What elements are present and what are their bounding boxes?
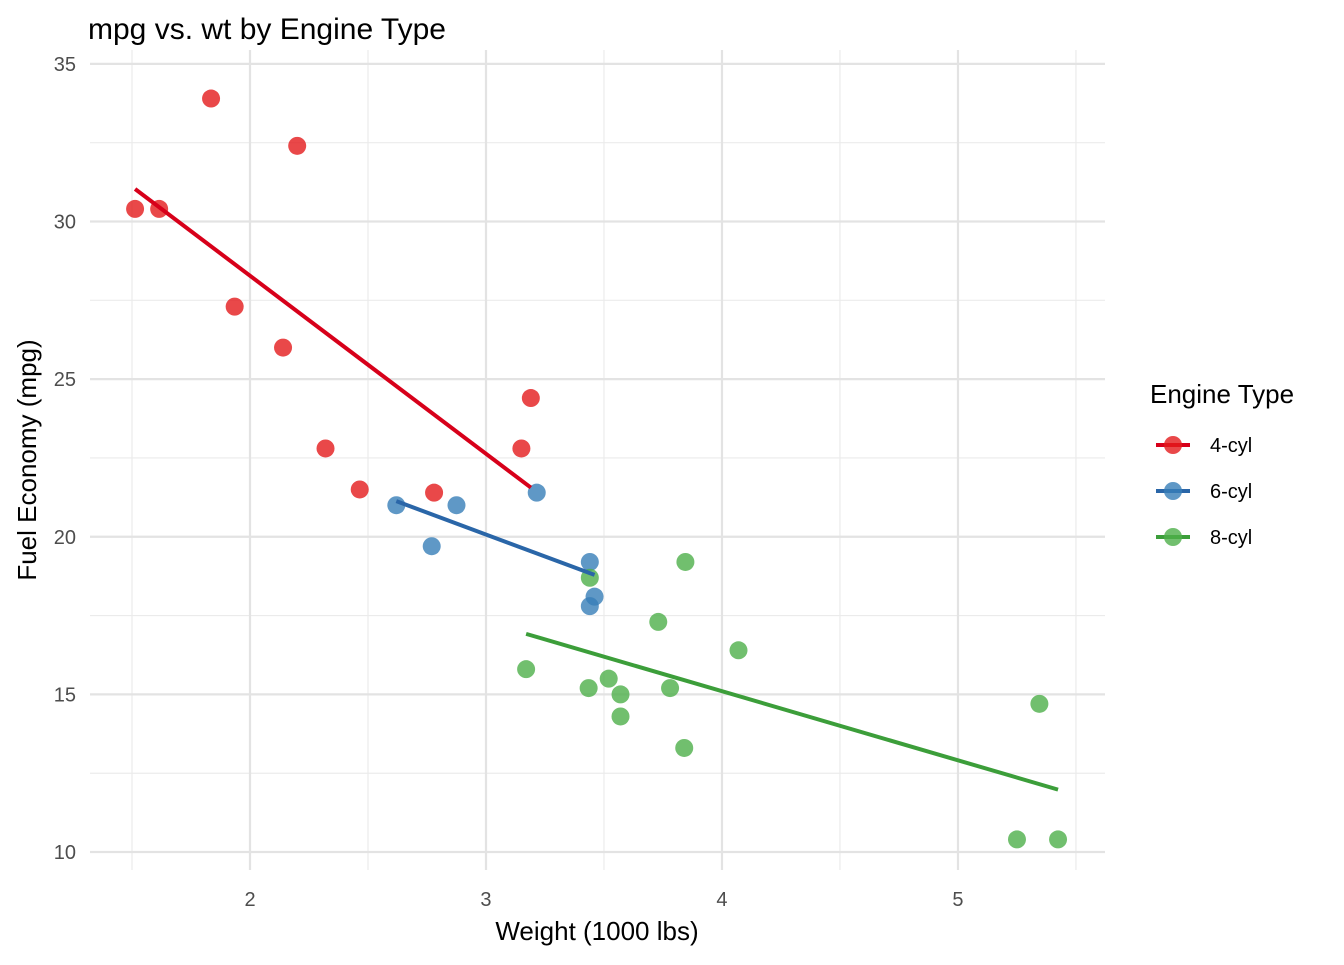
legend-label: 8-cyl [1210,527,1252,549]
y-tick-label: 15 [54,684,76,706]
x-axis-label: Weight (1000 lbs) [495,916,698,946]
fit-line-6-cyl [395,499,596,577]
data-point-4-cyl [512,439,531,458]
data-point-8-cyl [1049,830,1068,849]
data-point-8-cyl [649,612,668,631]
data-point-8-cyl [517,660,536,679]
legend-key-point [1164,482,1182,500]
y-tick-label: 20 [54,527,76,549]
legend-title: Engine Type [1150,379,1294,409]
chart-title: mpg vs. wt by Engine Type [88,13,446,46]
data-point-4-cyl [425,483,444,502]
grid [90,50,1105,870]
data-point-4-cyl [350,480,369,499]
data-point-4-cyl [521,389,540,408]
legend-label: 4-cyl [1210,435,1252,457]
y-tick-label: 25 [54,369,76,391]
legend: Engine Type 4-cyl 6-cyl 8-cyl [1150,379,1294,549]
data-point-8-cyl [661,679,680,698]
data-point-8-cyl [1030,694,1049,713]
data-point-4-cyl [288,136,307,155]
legend-key-point [1164,436,1182,454]
data-point-6-cyl [422,537,441,556]
data-point-4-cyl [225,297,244,316]
data-point-8-cyl [611,707,630,726]
data-point-8-cyl [675,738,694,757]
data-point-8-cyl [611,685,630,704]
data-point-6-cyl [447,496,466,515]
tick-labels: 2 3 4 5 10 15 20 25 30 35 [54,54,964,911]
data-point-4-cyl [316,439,335,458]
fit-line-8-cyl [525,631,1059,792]
y-tick-label: 10 [54,842,76,864]
x-tick-label: 3 [480,889,491,911]
y-tick-label: 30 [54,212,76,234]
data-point-4-cyl [274,338,293,357]
x-tick-label: 4 [716,889,727,911]
y-axis-label: Fuel Economy (mpg) [12,339,42,580]
data-point-8-cyl [579,679,598,698]
y-tick-label: 35 [54,54,76,76]
data-point-8-cyl [729,641,748,660]
data-point-8-cyl [599,669,618,688]
data-point-6-cyl [527,483,546,502]
legend-label: 6-cyl [1210,481,1252,503]
legend-key-point [1164,528,1182,546]
data-point-4-cyl [202,89,221,108]
data-point-6-cyl [580,552,599,571]
x-tick-label: 5 [952,889,963,911]
data-point-4-cyl [126,199,145,218]
fit-line-4-cyl [133,187,533,490]
x-tick-label: 2 [244,889,255,911]
data-point-8-cyl [676,552,695,571]
data-point-6-cyl [580,597,599,616]
data-marks [126,89,1068,849]
data-point-8-cyl [1007,830,1026,849]
